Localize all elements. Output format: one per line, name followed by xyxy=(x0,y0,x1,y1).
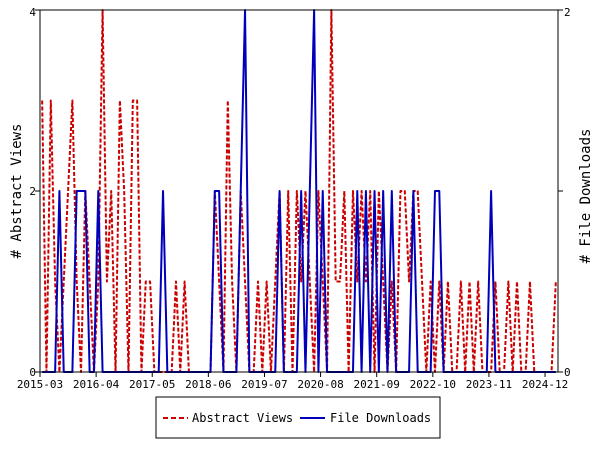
y-right-tick-label: 0 xyxy=(564,366,571,379)
x-tick-label: 2020-08 xyxy=(297,378,343,391)
y-right-axis-title: # File Downloads xyxy=(578,129,594,264)
y-left-axis-title: # Abstract Views xyxy=(9,124,25,259)
x-tick-label: 2022-10 xyxy=(410,378,456,391)
legend-box xyxy=(155,396,441,439)
x-tick-label: 2016-04 xyxy=(73,378,120,391)
legend-label-abstract-views: Abstract Views xyxy=(192,411,293,425)
y-left-axis-ticks: 0 2 4 xyxy=(29,6,40,379)
legend-label-file-downloads: File Downloads xyxy=(330,411,431,425)
y-right-tick-label: 2 xyxy=(564,6,571,19)
series-line-abstract-views xyxy=(41,9,557,373)
x-tick-label: 2015-03 xyxy=(17,378,63,391)
y-left-tick-label: 0 xyxy=(29,366,36,379)
x-tick-label: 2018-06 xyxy=(185,378,231,391)
x-tick-label: 2017-05 xyxy=(129,378,175,391)
x-tick-label: 2024-12 xyxy=(522,378,568,391)
x-tick-label: 2023-11 xyxy=(466,378,512,391)
x-tick-label: 2019-07 xyxy=(241,378,287,391)
x-tick-label: 2021-09 xyxy=(354,378,400,391)
legend: Abstract Views File Downloads xyxy=(155,396,441,439)
y-right-axis-ticks: 02 xyxy=(558,6,571,379)
y-left-tick-label: 4 xyxy=(29,6,36,19)
x-axis-ticks: 2015-03 2016-04 2017-05 2018-06 2019-07 2020-… xyxy=(17,372,568,391)
y-left-tick-label: 2 xyxy=(29,185,36,198)
